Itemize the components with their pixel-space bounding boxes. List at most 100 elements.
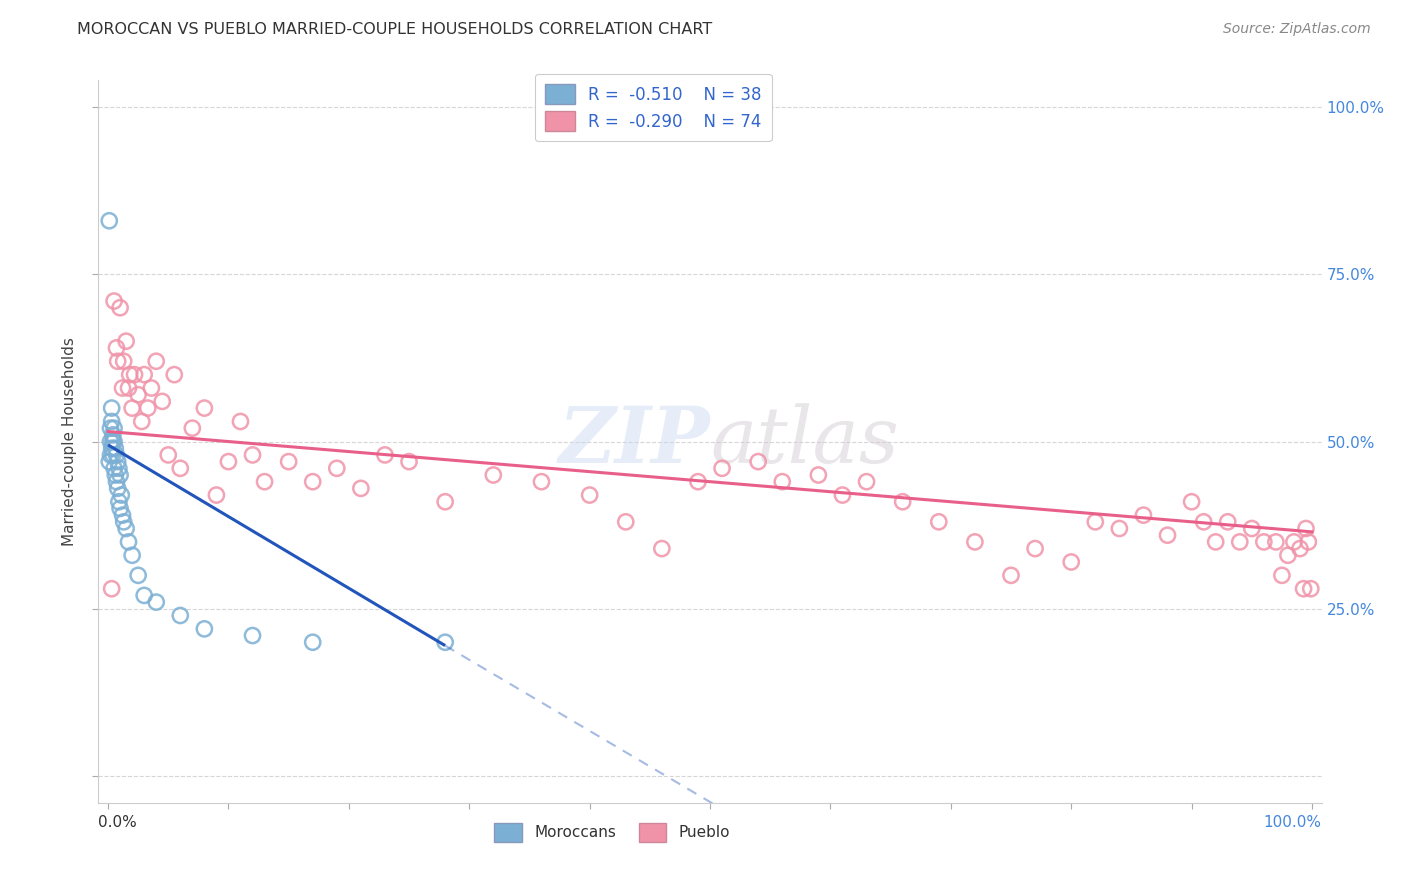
Point xyxy=(105,448,128,462)
Point xyxy=(434,635,457,649)
Point xyxy=(1299,582,1322,596)
Point xyxy=(108,467,131,482)
Point xyxy=(98,455,121,469)
Point xyxy=(163,368,186,382)
Point xyxy=(1292,582,1315,596)
Point xyxy=(1024,541,1046,556)
Point xyxy=(112,515,135,529)
Point xyxy=(121,401,143,416)
Point xyxy=(1108,521,1130,535)
Point xyxy=(205,488,228,502)
Point xyxy=(108,301,131,315)
Point xyxy=(105,475,128,489)
Legend: Moroccans, Pueblo: Moroccans, Pueblo xyxy=(486,815,738,849)
Point xyxy=(374,448,396,462)
Point xyxy=(108,461,131,475)
Point xyxy=(1277,548,1299,563)
Point xyxy=(117,535,139,549)
Point xyxy=(229,414,252,429)
Point xyxy=(98,213,121,227)
Point xyxy=(855,475,877,489)
Point xyxy=(115,334,138,349)
Point xyxy=(150,394,173,409)
Point xyxy=(1205,535,1227,549)
Point xyxy=(747,455,769,469)
Point xyxy=(134,589,156,603)
Point xyxy=(111,381,134,395)
Point xyxy=(350,482,373,496)
Point xyxy=(1271,568,1294,582)
Point xyxy=(217,455,239,469)
Point xyxy=(127,568,149,582)
Point xyxy=(770,475,793,489)
Point xyxy=(110,488,132,502)
Point xyxy=(1000,568,1022,582)
Point xyxy=(100,414,122,429)
Point xyxy=(1298,535,1320,549)
Point xyxy=(100,401,122,416)
Point xyxy=(242,448,264,462)
Point xyxy=(1192,515,1215,529)
Point xyxy=(112,354,135,368)
Point xyxy=(1295,521,1317,535)
Point xyxy=(101,428,124,442)
Point xyxy=(711,461,734,475)
Text: Source: ZipAtlas.com: Source: ZipAtlas.com xyxy=(1223,22,1371,37)
Point xyxy=(108,494,131,508)
Point xyxy=(434,494,457,508)
Point xyxy=(242,629,264,643)
Point xyxy=(131,414,153,429)
Point xyxy=(100,434,122,449)
Point xyxy=(831,488,853,502)
Point xyxy=(1181,494,1204,508)
Point xyxy=(1253,535,1275,549)
Point xyxy=(145,595,167,609)
Point xyxy=(157,448,180,462)
Y-axis label: Married-couple Households: Married-couple Households xyxy=(62,337,77,546)
Point xyxy=(193,622,215,636)
Point xyxy=(398,455,420,469)
Point xyxy=(530,475,553,489)
Point xyxy=(104,442,127,455)
Point xyxy=(807,467,830,482)
Point xyxy=(111,508,134,523)
Point xyxy=(181,421,204,435)
Point xyxy=(193,401,215,416)
Point xyxy=(578,488,600,502)
Point xyxy=(127,387,149,401)
Point xyxy=(891,494,914,508)
Point xyxy=(1084,515,1107,529)
Point xyxy=(482,467,505,482)
Text: ZIP: ZIP xyxy=(558,403,710,480)
Point xyxy=(134,368,156,382)
Point xyxy=(103,461,125,475)
Point xyxy=(121,548,143,563)
Point xyxy=(100,421,122,435)
Point xyxy=(105,341,128,355)
Point xyxy=(651,541,673,556)
Point xyxy=(169,608,191,623)
Point xyxy=(326,461,349,475)
Text: MOROCCAN VS PUEBLO MARRIED-COUPLE HOUSEHOLDS CORRELATION CHART: MOROCCAN VS PUEBLO MARRIED-COUPLE HOUSEH… xyxy=(77,22,713,37)
Point xyxy=(301,635,323,649)
Point xyxy=(1060,555,1083,569)
Point xyxy=(115,521,138,535)
Point xyxy=(145,354,167,368)
Point xyxy=(141,381,163,395)
Point xyxy=(101,448,124,462)
Point xyxy=(100,442,122,455)
Text: 100.0%: 100.0% xyxy=(1264,815,1322,830)
Point xyxy=(108,501,131,516)
Point xyxy=(253,475,276,489)
Point xyxy=(100,448,122,462)
Point xyxy=(1264,535,1286,549)
Point xyxy=(1229,535,1251,549)
Point xyxy=(118,368,141,382)
Point xyxy=(614,515,637,529)
Point xyxy=(107,354,129,368)
Point xyxy=(124,368,146,382)
Point xyxy=(1289,541,1312,556)
Point xyxy=(104,467,127,482)
Point xyxy=(277,455,299,469)
Point xyxy=(136,401,159,416)
